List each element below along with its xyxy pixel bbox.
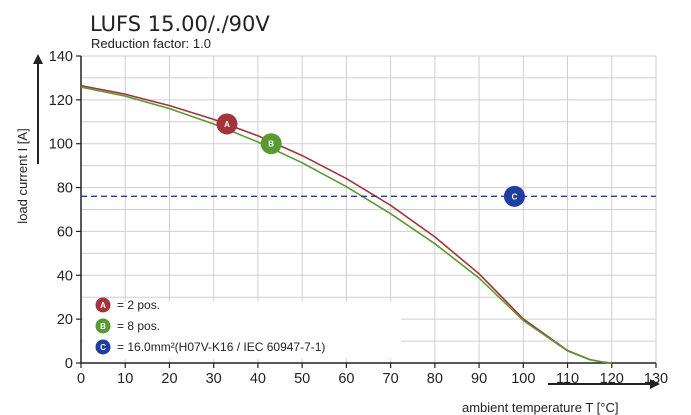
y-tick-label: 0 [65,356,73,372]
legend-marker-label: C [100,343,106,352]
curve-markers: A B C [216,113,525,207]
marker-label-a: A [224,120,230,129]
x-tick-label: 70 [383,371,399,387]
x-tick-label: 100 [511,371,535,387]
y-tick-label: 40 [57,268,73,284]
y-arrow-head [33,54,43,64]
x-tick-label: 90 [471,371,487,387]
legend-marker-label: A [100,301,106,310]
legend-entry-text: = 2 pos. [117,298,160,312]
x-tick-label: 20 [161,371,177,387]
marker-c [503,185,525,207]
y-tick-label: 80 [57,181,73,197]
legend-marker-c [95,339,111,355]
series-lines [80,84,656,364]
legend-marker-b [95,318,111,334]
x-tick-label: 40 [250,371,266,387]
axes [33,54,660,389]
y-tick-label: 120 [49,93,73,109]
legend-entry-text: = 16.0mm²(H07V-K16 / IEC 60947-7-1) [117,340,325,354]
legend: A = 2 pos. B = 8 pos. C = 16.0mm²(H07V-K16 / … [95,297,325,355]
x-tick-label: 130 [644,371,668,387]
y-tick-label: 140 [49,49,73,65]
y-tick-labels: 0 20 40 60 80 100 120 140 [49,49,81,372]
legend-entry-text: = 8 pos. [117,319,160,333]
series-line-b [80,86,612,364]
chart-title: LUFS 15.00/./90V [90,12,270,36]
x-tick-label: 0 [77,371,85,387]
x-tick-label: 110 [556,371,579,387]
marker-a [216,113,238,135]
marker-b [260,133,282,155]
x-tick-label: 60 [338,371,354,387]
x-axis-label: ambient temperature T [°C] [462,400,618,415]
legend-marker-a [95,297,111,313]
y-tick-label: 20 [57,312,73,328]
x-tick-label: 80 [427,371,443,387]
x-arrow-head [650,379,660,389]
chart-subtitle: Reduction factor: 1.0 [91,36,211,51]
grid [80,55,657,364]
x-tick-label: 30 [206,371,222,387]
x-tick-label: 10 [117,371,133,387]
y-axis-label: load current I [A] [15,128,30,223]
x-tick-labels: 0 10 20 30 40 50 60 70 80 90 100 110 120 130 [77,363,668,387]
y-tick-label: 100 [49,137,73,153]
marker-label-b: B [268,140,274,149]
legend-background [83,301,401,359]
x-tick-label: 50 [294,371,310,387]
marker-label-c: C [512,192,518,201]
y-tick-label: 60 [57,224,73,240]
legend-marker-label: B [100,322,106,331]
x-tick-label: 120 [600,371,624,387]
